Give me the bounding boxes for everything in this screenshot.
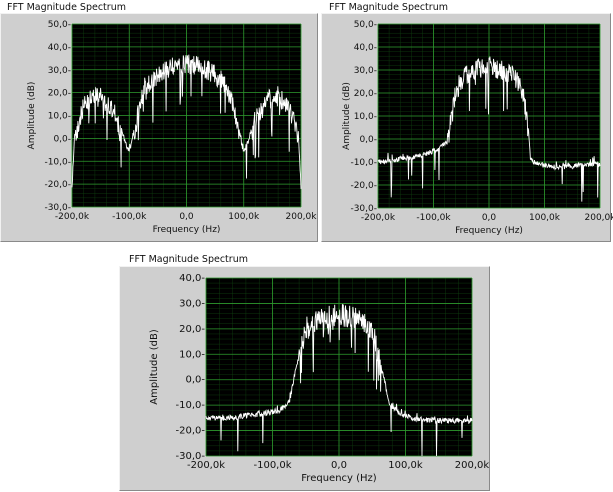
spectrum-trace — [205, 304, 473, 457]
y-tick-label: -20,0- — [44, 180, 71, 190]
x-tick-label: 200,0k — [585, 213, 613, 223]
y-tick-label: -10,0- — [176, 400, 206, 411]
graph-2-chart[interactable]: 50,0- 40,0- 30,0- 20,0- 10,0- 0,0- -10,0- -20,0… — [322, 14, 613, 243]
y-tick-label: 20,0- — [354, 89, 377, 99]
x-axis-label: Frequency (Hz) — [455, 226, 523, 236]
spectrum-trace — [377, 56, 601, 202]
y-tick-label: -20,0- — [350, 181, 377, 191]
y-tick-label: -20,0- — [176, 426, 206, 437]
x-tick-label: 0,0 — [331, 460, 347, 471]
grid-major — [71, 23, 302, 208]
spectrum-trace — [71, 54, 302, 189]
y-tick-label: 40,0- — [48, 43, 71, 53]
x-tick-label: -200,0k — [55, 212, 90, 222]
x-axis-label: Frequency (Hz) — [153, 225, 221, 235]
y-axis-label: Amplitude (dB) — [342, 82, 352, 150]
y-tick-label: 40,0- — [179, 273, 205, 284]
y-tick-label: 30,0- — [179, 298, 205, 309]
x-tick-label: -100,0k — [253, 460, 291, 471]
y-tick-label: -10,0- — [44, 157, 71, 167]
y-tick-label: 30,0- — [48, 66, 71, 76]
x-tick-label: 100,0k — [228, 212, 260, 222]
graph-2-panel: 50,0- 40,0- 30,0- 20,0- 10,0- 0,0- -10,0- -20,0… — [321, 13, 613, 243]
x-axis-label: Frequency (Hz) — [301, 473, 377, 484]
graph-1-chart[interactable]: 50,0- 40,0- 30,0- 20,0- 10,0- 0,0- -10,0- -20,0… — [1, 14, 319, 243]
x-tick-label: 200,0k — [455, 460, 490, 471]
y-tick-label: 10,0- — [179, 349, 205, 360]
y-tick-label: 0,0- — [53, 134, 71, 144]
x-tick-label: 0,0 — [482, 213, 497, 223]
y-tick-label: 20,0- — [179, 324, 205, 335]
y-tick-label: -30,0- — [176, 451, 206, 462]
y-tick-label: 0,0- — [185, 375, 205, 386]
y-tick-label: 0,0- — [359, 135, 377, 145]
y-tick-label: 30,0- — [354, 66, 377, 76]
y-tick-label: 40,0- — [354, 43, 377, 53]
x-tick-label: 100,0k — [529, 213, 561, 223]
x-tick-label: -100,0k — [416, 213, 451, 223]
y-tick-label: -10,0- — [350, 158, 377, 168]
x-tick-label: 100,0k — [388, 460, 423, 471]
y-tick-label: -30,0- — [44, 203, 71, 213]
graph-3-panel: 40,0- 30,0- 20,0- 10,0- 0,0- -10,0- -20,0- -30,… — [119, 266, 490, 491]
graph-3-chart[interactable]: 40,0- 30,0- 20,0- 10,0- 0,0- -10,0- -20,0- -30,… — [120, 267, 491, 492]
y-tick-label: 20,0- — [48, 89, 71, 99]
y-tick-label: 10,0- — [48, 112, 71, 122]
graph-1-title: FFT Magnitude Spectrum — [7, 2, 126, 13]
y-tick-label: -30,0- — [350, 204, 377, 214]
y-axis-label: Amplitude (dB) — [149, 329, 160, 405]
y-tick-label: 50,0- — [48, 20, 71, 30]
graph-2-title: FFT Magnitude Spectrum — [329, 2, 448, 13]
graph-1-panel: 50,0- 40,0- 30,0- 20,0- 10,0- 0,0- -10,0- -20,0… — [0, 13, 318, 242]
y-axis-label: Amplitude (dB) — [27, 82, 37, 150]
y-tick-label: 10,0- — [354, 112, 377, 122]
x-tick-label: -200,0k — [361, 213, 396, 223]
x-tick-label: -200,0k — [187, 460, 225, 471]
x-tick-label: -100,0k — [112, 212, 147, 222]
graph-3-title: FFT Magnitude Spectrum — [129, 254, 248, 265]
x-tick-label: 200,0k — [286, 212, 318, 222]
y-tick-label: 50,0- — [354, 20, 377, 30]
x-tick-label: 0,0 — [179, 212, 194, 222]
